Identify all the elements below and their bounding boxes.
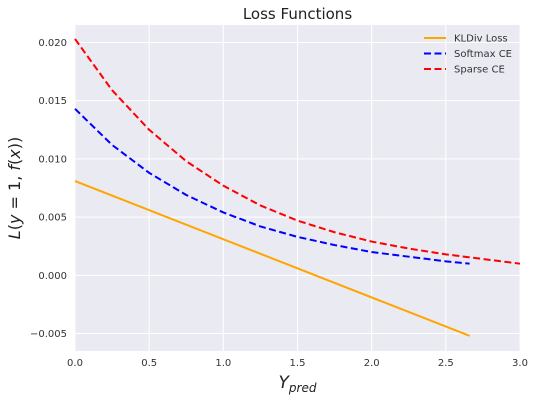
- legend-label: KLDiv Loss: [454, 34, 508, 45]
- y-tick-label: 0.015: [38, 96, 67, 107]
- y-tick-label: 0.010: [38, 154, 67, 165]
- y-tick-label: 0.020: [38, 38, 67, 49]
- y-tick-label: 0.000: [38, 271, 67, 282]
- x-tick-label: 3.0: [512, 358, 528, 369]
- series-line-kldiv-loss: [74, 180, 470, 337]
- y-tick-label: 0.005: [38, 213, 67, 224]
- y-axis-label: L(y = 1, f(x)): [5, 137, 24, 239]
- series-line-sparse-ce: [74, 38, 521, 265]
- x-axis-label: Ypred: [279, 373, 317, 395]
- series-line-softmax-ce: [74, 108, 470, 265]
- x-tick-label: 2.5: [438, 358, 454, 369]
- x-tick-label: 2.0: [364, 358, 380, 369]
- x-tick-label: 0.0: [67, 358, 83, 369]
- chart-title: Loss Functions: [243, 5, 352, 23]
- legend-label: Softmax CE: [454, 49, 512, 60]
- y-tick-label: −0.005: [30, 329, 67, 340]
- tick-labels: 0.0 0.5 1.0 1.5 2.0 2.5 3.0 −0.005 0.000 0.005 0.0…: [30, 38, 528, 369]
- grid-lines: [74, 25, 521, 351]
- series-lines: [74, 38, 521, 337]
- x-tick-label: 1.5: [290, 358, 306, 369]
- x-tick-label: 0.5: [141, 358, 157, 369]
- legend: KLDiv Loss Softmax CE Sparse CE: [424, 34, 512, 76]
- x-tick-label: 1.0: [215, 358, 231, 369]
- legend-label: Sparse CE: [454, 65, 505, 76]
